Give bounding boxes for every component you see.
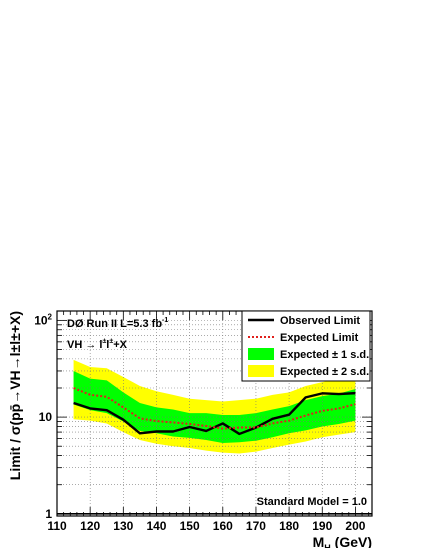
experiment-label: DØ Run II L=5.3 fb-1 [67, 317, 168, 330]
legend-entry-label: Observed Limit [280, 315, 360, 327]
bands-layer [73, 359, 356, 454]
legend-entry-label: Expected ± 1 s.d. [280, 349, 369, 361]
expected-limit-line [73, 387, 356, 430]
legend-swatch-two-sigma [248, 365, 274, 377]
y-axis-title: Limit / σ(pp̄→VH→l±l±+X) [7, 311, 23, 480]
x-tick-label: 170 [246, 519, 266, 533]
legend-entry-label: Expected ± 2 s.d. [280, 366, 369, 378]
plot-frame [56, 310, 373, 517]
band-one-sigma [73, 370, 356, 443]
x-tick-label: 130 [113, 519, 133, 533]
x-tick-label: 160 [213, 519, 233, 533]
y-tick-label: 10 [39, 410, 53, 424]
x-tick-label: 180 [279, 519, 299, 533]
x-tick-label: 190 [312, 519, 332, 533]
x-tick-label: 200 [345, 519, 365, 533]
standard-model-label: Standard Model = 1.0 [257, 496, 367, 508]
x-tick-label: 120 [80, 519, 100, 533]
channel-label: VH → l±l±+X [67, 338, 128, 351]
legend-entry-label: Expected Limit [280, 332, 359, 344]
legend-swatch-one-sigma [248, 348, 274, 360]
x-tick-label: 150 [180, 519, 200, 533]
y-tick-label: 1 [45, 507, 52, 521]
x-tick-label: 110 [47, 519, 67, 533]
x-axis-title: MH (GeV) [313, 534, 372, 548]
lines-layer [57, 387, 372, 515]
y-tick-label: 102 [34, 312, 52, 327]
x-tick-label: 140 [146, 519, 166, 533]
axes-layer [56, 310, 373, 517]
legend: Observed Limit Expected Limit Expected ± 1… [241, 310, 371, 382]
